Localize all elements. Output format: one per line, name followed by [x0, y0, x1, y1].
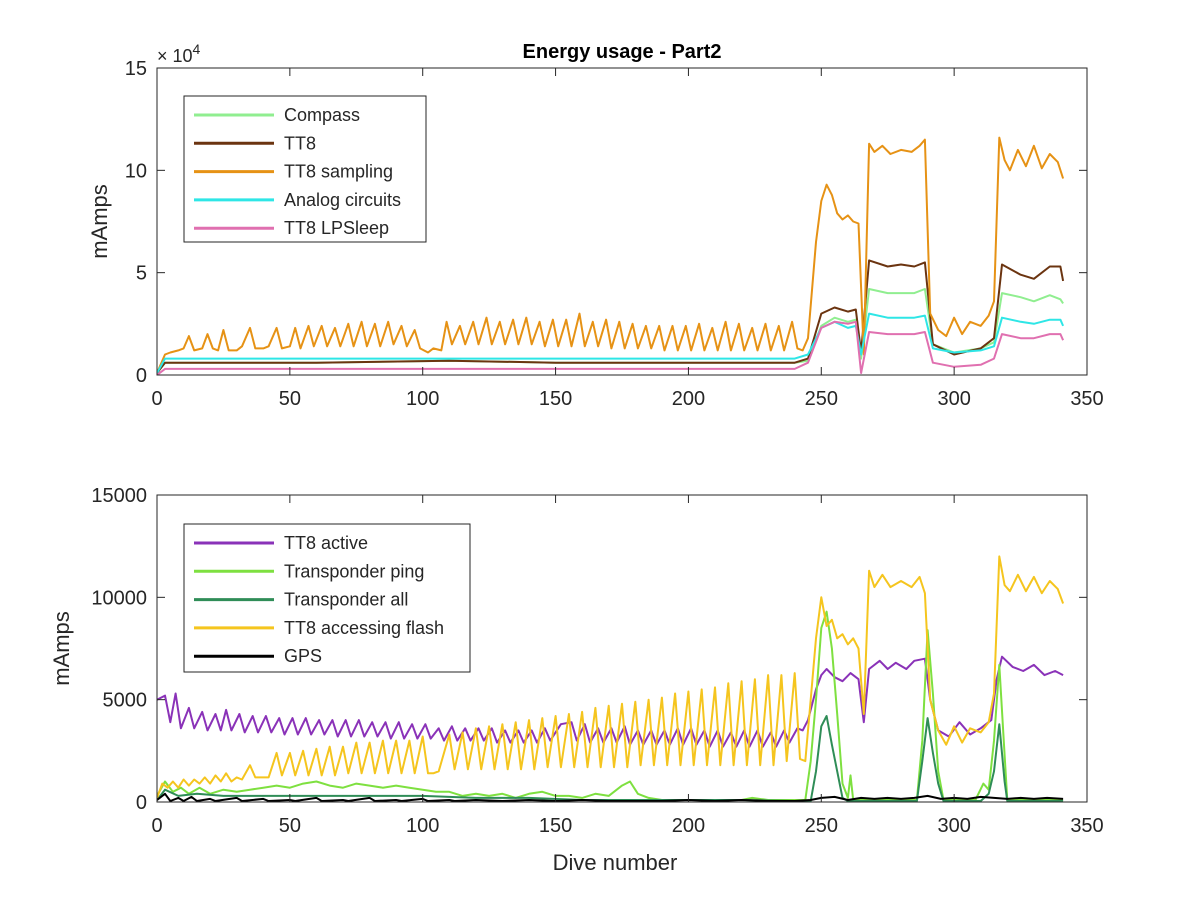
x-tick-label: 150: [539, 815, 572, 837]
x-tick-label: 250: [805, 388, 838, 410]
legend: Compass TT8 TT8 sampling Analog circuits TT8…: [183, 95, 427, 243]
legend-entry: Analog circuits: [284, 190, 401, 210]
y-axis-label: mAmps: [49, 611, 74, 686]
x-tick-label: 350: [1070, 815, 1103, 837]
x-tick-label: 250: [805, 815, 838, 837]
x-tick-label: 50: [279, 815, 301, 837]
series-lines: [157, 136, 1065, 375]
y-axis-label: mAmps: [87, 184, 112, 259]
x-tick-label: 150: [539, 388, 572, 410]
series-line-tt8-accessing-flash: [157, 555, 1065, 799]
legend-entry: Compass: [284, 105, 360, 125]
top-chart-panel: 0 50 100 150 200 250 300 350 0 5 10 15 × 104 Energy u…: [87, 41, 1104, 410]
legend-entry: TT8: [284, 133, 316, 153]
legend-entry: GPS: [284, 646, 322, 666]
x-axis-label: Dive number: [553, 850, 678, 875]
y-tick-label: 5000: [103, 690, 148, 712]
x-tick-label: 200: [672, 388, 705, 410]
legend-entry: Transponder ping: [284, 561, 424, 581]
series-line-analog-circuits: [157, 312, 1065, 374]
series-line-tt8: [157, 259, 1065, 374]
legend-box: [183, 95, 427, 243]
legend-entry: TT8 accessing flash: [284, 618, 444, 638]
axes-box: [156, 67, 1088, 376]
bottom-chart-panel: 0 50 100 150 200 250 300 350 0 5000 10000 15000 mAmp…: [49, 485, 1104, 875]
chart-title: Energy usage - Part2: [523, 41, 722, 63]
y-tick-label: 0: [136, 792, 147, 814]
y-axis-multiplier-exponent: 4: [193, 41, 201, 57]
y-tick-label: 15000: [91, 485, 147, 507]
x-tick-label: 0: [151, 388, 162, 410]
series-line-transponder-ping: [157, 610, 1064, 801]
legend-entry: TT8 sampling: [284, 162, 393, 182]
legend-box: [183, 523, 471, 673]
series-line-tt8-sampling: [157, 136, 1065, 374]
legend-entry: Transponder all: [284, 590, 408, 610]
x-tick-label: 200: [672, 815, 705, 837]
x-tick-label: 100: [406, 815, 439, 837]
y-tick-label: 15: [125, 58, 147, 80]
y-tick-label: 10: [125, 160, 147, 182]
series-line-tt8-active: [157, 655, 1064, 748]
legend: TT8 active Transponder ping Transponder al…: [183, 523, 471, 673]
y-axis-multiplier: × 104: [157, 41, 201, 66]
x-tick-label: 300: [937, 388, 970, 410]
legend-entry: TT8 LPSleep: [284, 218, 389, 238]
y-tick-label: 0: [136, 365, 147, 387]
x-tick-label: 0: [151, 815, 162, 837]
x-tick-label: 100: [406, 388, 439, 410]
series-line-tt8-lpsleep: [157, 320, 1065, 375]
y-tick-label: 5: [136, 263, 147, 285]
series-line-gps: [157, 792, 1064, 802]
x-tick-label: 350: [1070, 388, 1103, 410]
legend-entry: TT8 active: [284, 533, 368, 553]
series-lines: [157, 555, 1065, 802]
x-tick-label: 50: [279, 388, 301, 410]
axes-box: [156, 494, 1088, 803]
x-tick-label: 300: [937, 815, 970, 837]
y-tick-label: 10000: [91, 587, 147, 609]
